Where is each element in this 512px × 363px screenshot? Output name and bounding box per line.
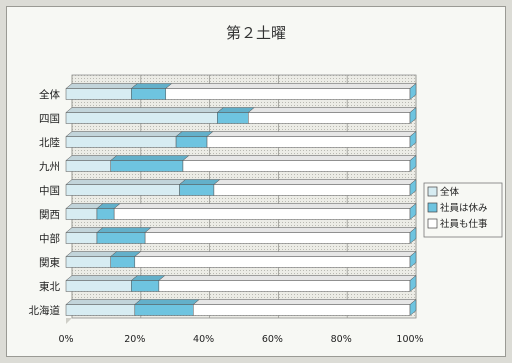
chart-title: 第２土曜 <box>226 24 286 42</box>
bar-segment <box>144 226 417 245</box>
x-tick-label: 40% <box>193 334 214 345</box>
bar-segment <box>65 131 183 148</box>
bar-segment <box>134 299 200 316</box>
x-tick-label: 100% <box>396 334 423 345</box>
bar-segment <box>247 106 417 125</box>
category-label: 中部 <box>39 232 60 245</box>
legend-swatch <box>427 218 438 229</box>
bar-segment <box>65 179 187 196</box>
bar-segment <box>192 298 417 317</box>
bar-segment <box>65 299 142 316</box>
bar-segment <box>134 250 417 269</box>
category-label: 九州 <box>39 161 60 173</box>
bar-segment <box>65 251 118 268</box>
bar-segment <box>113 202 417 221</box>
category-label: 北海道 <box>29 304 61 317</box>
legend-label: 社員は休み <box>440 202 488 214</box>
bar-segment <box>65 155 118 172</box>
category-label: 東北 <box>39 280 60 293</box>
x-tick-label: 80% <box>331 334 352 345</box>
bar-segment <box>158 274 417 293</box>
x-tick-label: 60% <box>262 334 283 345</box>
bar-segment <box>213 178 417 197</box>
bar-segment <box>65 83 139 100</box>
legend-swatch <box>427 186 438 197</box>
category-label: 関東 <box>39 256 60 269</box>
legend-swatch <box>427 202 438 213</box>
category-label: 四国 <box>39 113 60 125</box>
bars-layer <box>65 82 417 317</box>
bar-segment <box>65 275 139 292</box>
category-label: 中国 <box>39 184 60 197</box>
bar-segment <box>182 154 417 173</box>
bar-segment <box>96 227 152 244</box>
x-tick-labels: 0% 20% 40% 60% 80% 100% <box>58 334 423 345</box>
legend-label: 社員も仕事 <box>440 218 488 230</box>
bar-segment <box>110 155 190 172</box>
x-tick-label: 20% <box>124 334 145 345</box>
bar-segment <box>165 82 417 101</box>
bar-segment <box>65 107 225 124</box>
bar-segment <box>65 227 104 244</box>
legend-label: 全体 <box>440 186 460 198</box>
plot-floor <box>66 318 72 324</box>
bar-segment <box>206 130 417 149</box>
category-label: 関西 <box>39 209 60 221</box>
x-tick-label: 0% <box>58 334 73 345</box>
category-label: 全体 <box>39 88 60 101</box>
category-label: 北陸 <box>39 136 60 149</box>
